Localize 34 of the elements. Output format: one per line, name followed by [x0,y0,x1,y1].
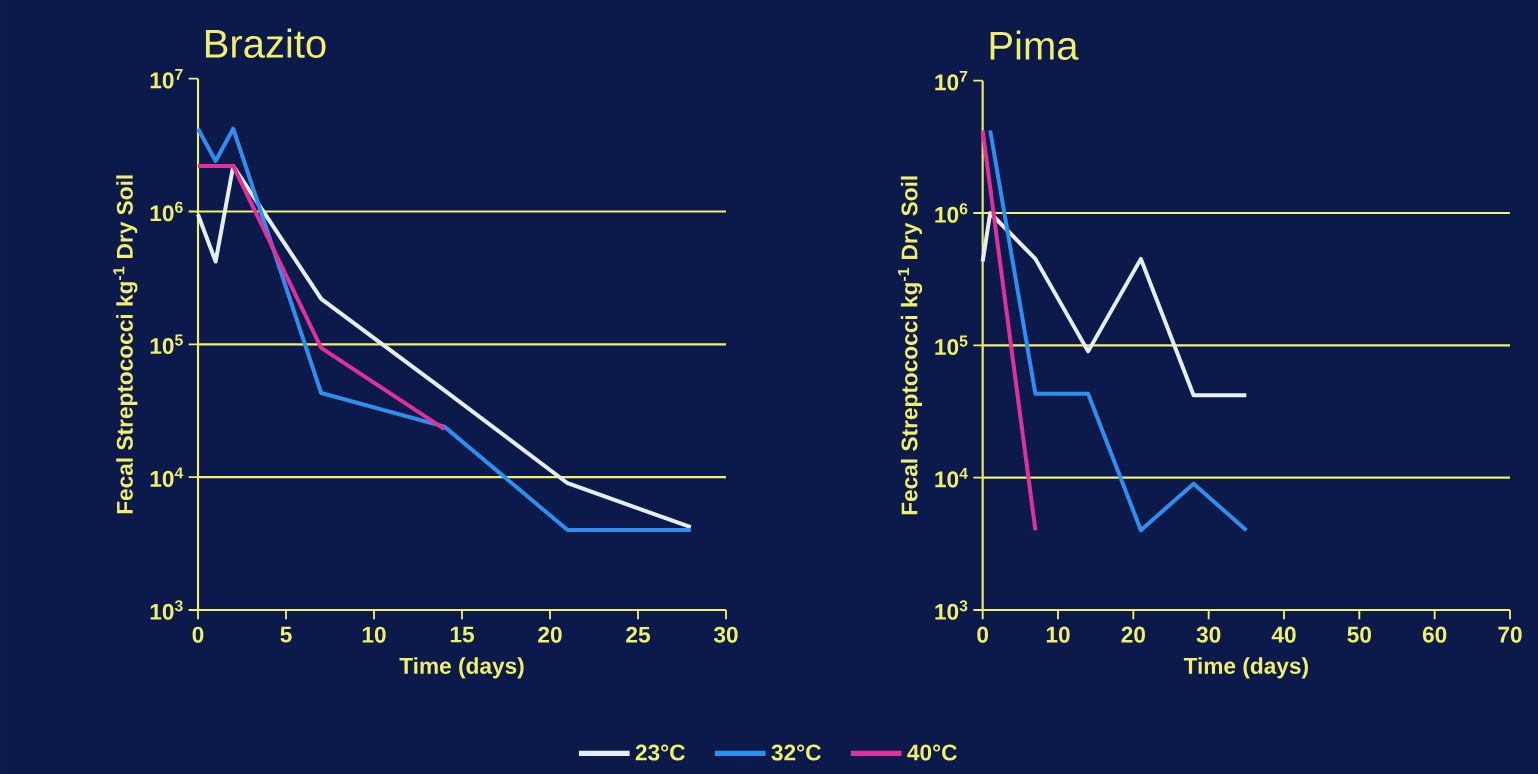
x-tick-label: 15 [450,626,474,643]
x-tick-label: 60 [1422,626,1447,643]
y-tick-label: 10$^{3}$ [150,600,183,620]
x-tick-label: 70 [1498,626,1522,643]
y-tick-label: 10$^{3}$ [935,600,968,620]
y-tick-label: 10$^{7}$ [935,70,968,91]
legend-label: 23°C [635,744,685,761]
y-tick-label: 10$^{4}$ [935,467,968,488]
y-axis-title: Fecal Streptococci kg$^{-1}$ Dry Soil [898,176,923,515]
x-tick-label: 40 [1271,626,1296,643]
x-tick-label: 5 [280,626,292,643]
legend-label: 32°C [771,744,821,761]
x-axis-title: Time (days) [1183,657,1308,679]
y-tick-label: 10$^{6}$ [935,203,968,223]
y-tick-label: 10$^{5}$ [150,334,183,355]
x-tick-label: 10 [1046,626,1070,643]
x-tick-label: 20 [1121,626,1145,643]
x-tick-label: 20 [538,626,562,643]
chart-title: Brazito [206,28,326,58]
x-tick-label: 25 [626,626,650,643]
y-tick-label: 10$^{7}$ [150,68,183,89]
x-axis-title: Time (days) [399,657,524,679]
x-tick-label: 30 [713,626,738,643]
x-tick-label: 0 [977,626,989,643]
x-tick-label: 30 [1196,626,1221,643]
x-tick-label: 10 [362,626,386,643]
x-tick-label: 50 [1347,626,1371,643]
legend-label: 40°C [907,744,957,761]
chart-title: Pima [990,30,1079,60]
y-axis-title: Fecal Streptococci kg$^{-1}$ Dry Soil [113,175,138,514]
y-tick-label: 10$^{5}$ [935,335,968,356]
x-tick-label: 0 [192,626,204,643]
y-tick-label: 10$^{6}$ [150,201,183,222]
y-tick-label: 10$^{4}$ [150,467,184,487]
